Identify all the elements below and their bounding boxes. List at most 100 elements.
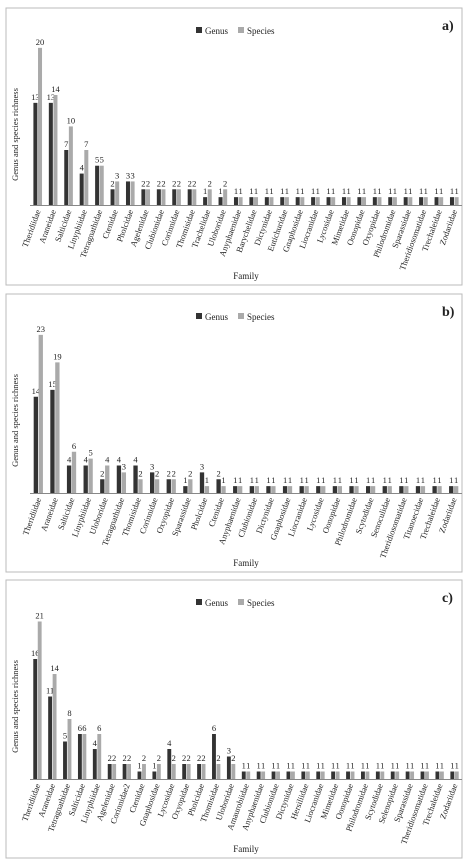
data-label-species: 1	[410, 761, 414, 771]
data-label-species: 5	[100, 155, 104, 165]
bar-species	[204, 486, 210, 493]
bar-genus	[182, 764, 187, 779]
y-axis-label: Genus and species richness	[10, 660, 20, 753]
data-label-genus: 1	[249, 186, 253, 196]
bar-genus	[405, 771, 410, 779]
bar-species	[146, 189, 151, 205]
data-label-species: 1	[254, 186, 258, 196]
data-label-species: 1	[338, 475, 342, 485]
data-label-species: 1	[424, 186, 428, 196]
data-label-genus: 1	[346, 761, 350, 771]
bar-genus	[77, 734, 82, 779]
bar-genus	[346, 771, 350, 779]
bar-genus	[419, 197, 424, 205]
bar-species	[387, 486, 392, 493]
bar-genus	[63, 741, 67, 779]
data-label-species: 6	[72, 441, 76, 451]
x-axis-label: Family	[233, 271, 259, 281]
bar-genus	[66, 465, 72, 493]
legend-swatch-species	[238, 27, 244, 33]
bar-genus	[92, 749, 97, 779]
bar-genus	[449, 197, 454, 205]
data-label-species: 1	[276, 761, 280, 771]
data-label-species: 1	[425, 761, 429, 771]
data-label-species: 3	[122, 461, 126, 471]
bar-genus	[107, 764, 112, 779]
legend-swatch-genus	[196, 599, 202, 605]
data-label-species: 1	[238, 475, 242, 485]
bar-genus	[295, 197, 300, 205]
bar-genus	[226, 756, 231, 779]
bar-genus	[233, 486, 238, 493]
bar-species	[156, 764, 161, 779]
bar-genus	[286, 771, 291, 779]
x-axis-label: Family	[233, 844, 259, 854]
data-label-species: 6	[97, 723, 101, 733]
legend-label-genus: Genus	[205, 26, 228, 36]
bar-species	[370, 486, 376, 493]
bar-genus	[357, 197, 362, 205]
bar-species	[346, 197, 351, 205]
bar-species	[261, 771, 266, 779]
bar-species	[276, 771, 280, 779]
data-label-genus: 1	[449, 475, 453, 485]
data-label-species: 6	[82, 723, 86, 733]
bar-species	[127, 764, 132, 779]
data-label-genus: 1	[404, 186, 408, 196]
bar-genus	[141, 189, 146, 205]
data-label-genus: 1	[316, 761, 320, 771]
data-label-genus: 6	[78, 723, 82, 733]
data-label-genus: 15	[48, 379, 57, 389]
data-label-species: 1	[285, 186, 289, 196]
data-label-genus: 7	[64, 139, 68, 149]
bar-species	[238, 197, 243, 205]
bar-genus	[415, 486, 421, 493]
bar-genus	[79, 173, 84, 205]
data-label-genus: 5	[63, 731, 67, 741]
data-label-species: 2	[177, 178, 181, 188]
data-label-species: 1	[454, 186, 458, 196]
data-label-species: 4	[105, 455, 110, 465]
bar-genus	[100, 479, 105, 493]
bar-species	[201, 764, 206, 779]
data-label-species: 2	[216, 753, 220, 763]
chart-panel-2: b) Genus Species Genus and species richness…	[5, 293, 463, 573]
data-label-genus: 1	[399, 475, 403, 485]
data-label-species: 1	[371, 475, 375, 485]
data-label-genus: 2	[100, 468, 104, 478]
data-label-genus: 1	[203, 186, 207, 196]
data-label-genus: 1	[420, 761, 424, 771]
chart-panel-3: c) Genus Species Genus and species richness…	[5, 579, 463, 859]
data-label-species: 2	[172, 753, 176, 763]
data-label-species: 1	[408, 186, 412, 196]
bar-species	[437, 486, 442, 493]
bar-genus	[432, 486, 437, 493]
data-label-species: 1	[440, 761, 444, 771]
bar-genus	[33, 102, 38, 205]
bar-species	[207, 189, 212, 205]
bar-genus	[382, 486, 387, 493]
data-label-genus: 1	[373, 186, 377, 196]
bar-species	[186, 764, 191, 779]
bar-species	[105, 465, 110, 493]
bar-species	[453, 486, 459, 493]
bar-species	[290, 771, 295, 779]
bar-genus	[212, 734, 216, 779]
bar-genus	[241, 771, 246, 779]
data-label-genus: 1	[419, 186, 423, 196]
data-label-genus: 1	[357, 186, 361, 196]
bar-genus	[264, 197, 269, 205]
data-label-genus: 13	[31, 92, 40, 102]
data-label-species: 1	[271, 475, 275, 485]
bar-species	[354, 486, 359, 493]
panel-frame	[5, 293, 463, 573]
bar-species	[320, 771, 325, 779]
data-label-genus: 1	[301, 761, 305, 771]
data-label-species: 23	[37, 324, 46, 334]
bar-genus	[341, 197, 346, 205]
data-label-genus: 1	[434, 186, 438, 196]
chart-panel-1: a) Genus Species Genus and species richness…	[5, 7, 463, 286]
bar-species	[331, 197, 336, 205]
bar-genus	[110, 189, 115, 205]
bar-genus	[449, 486, 454, 493]
